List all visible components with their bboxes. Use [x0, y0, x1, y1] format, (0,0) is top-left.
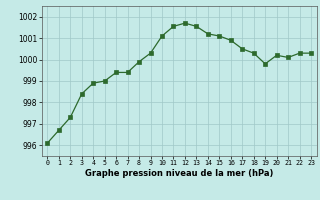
- X-axis label: Graphe pression niveau de la mer (hPa): Graphe pression niveau de la mer (hPa): [85, 169, 273, 178]
